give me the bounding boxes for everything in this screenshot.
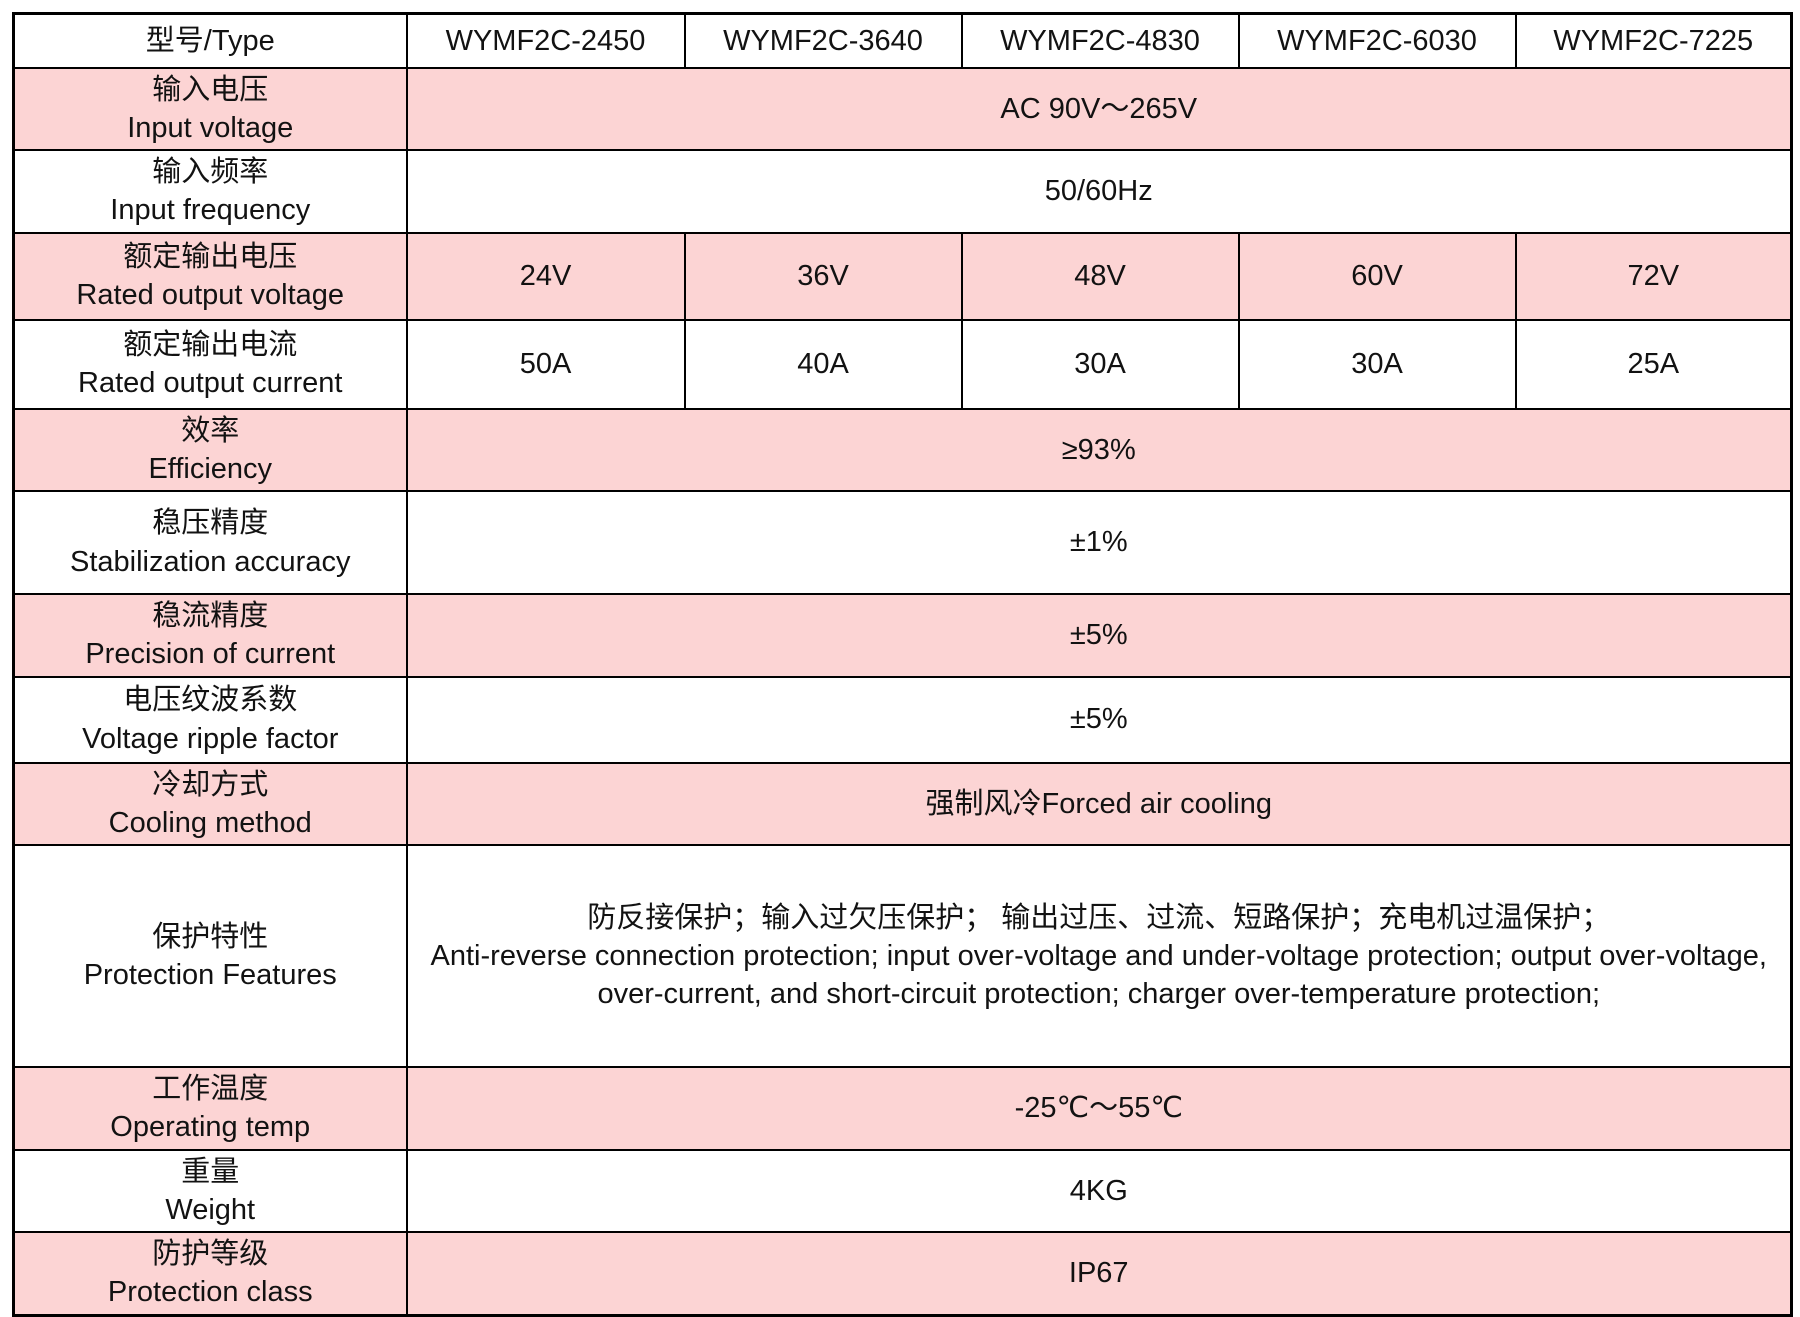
header-model-2450: WYMF2C-2450 [405, 12, 686, 69]
row-label-cn: 重量 [181, 1155, 240, 1188]
cell-output-current-4830: 30A [960, 318, 1240, 410]
table-row-stabilization-accuracy: 稳压精度 Stabilization accuracy ±1% [12, 490, 1793, 596]
row-label-cooling-method: 冷却方式 Cooling method [12, 761, 408, 847]
cell-output-voltage-4830: 48V [960, 231, 1240, 321]
cell-output-voltage-2450: 24V [405, 231, 686, 321]
row-label-cn: 效率 [181, 414, 240, 447]
cell-input-frequency-value: 50/60Hz [405, 149, 1793, 234]
row-label-operating-temp: 工作温度 Operating temp [12, 1066, 408, 1151]
row-label-input-voltage: 输入电压 Input voltage [12, 66, 408, 152]
row-label-en: Rated output voltage [76, 279, 345, 312]
header-type-label: 型号/Type [12, 12, 408, 69]
cell-stabilization-accuracy-value: ±1% [405, 490, 1793, 596]
protection-features-cn: 防反接保护；输入过欠压保护； 输出过压、过流、短路保护；充电机过温保护； [587, 901, 1611, 934]
cell-efficiency-value: ≥93% [405, 407, 1793, 493]
row-label-en: Stabilization accuracy [70, 545, 351, 578]
row-label-cn: 额定输出电流 [123, 328, 298, 361]
cell-weight-value: 4KG [405, 1148, 1793, 1234]
table-row-precision-of-current: 稳流精度 Precision of current ±5% [12, 593, 1793, 678]
cell-output-current-3640: 40A [683, 318, 963, 410]
cell-output-current-6030: 30A [1237, 318, 1517, 410]
row-label-en: Weight [165, 1193, 256, 1226]
table-row-voltage-ripple-factor: 电压纹波系数 Voltage ripple factor ±5% [12, 675, 1793, 764]
table-row-cooling-method: 冷却方式 Cooling method 强制风冷Forced air cooli… [12, 761, 1793, 847]
header-model-4830: WYMF2C-4830 [960, 12, 1240, 69]
row-label-cn: 工作温度 [152, 1073, 269, 1106]
cell-output-voltage-6030: 60V [1237, 231, 1517, 321]
row-label-en: Input voltage [127, 111, 294, 144]
row-label-en: Rated output current [78, 367, 343, 400]
row-label-rated-output-voltage: 额定输出电压 Rated output voltage [12, 231, 408, 321]
row-label-protection-class: 防护等级 Protection class [12, 1231, 408, 1317]
table-row-input-frequency: 输入频率 Input frequency 50/60Hz [12, 149, 1793, 234]
header-model-6030: WYMF2C-6030 [1237, 12, 1517, 69]
row-label-stabilization-accuracy: 稳压精度 Stabilization accuracy [12, 490, 408, 596]
spec-table-container: 型号/Type WYMF2C-2450 WYMF2C-3640 WYMF2C-4… [12, 12, 1793, 1317]
row-label-cn: 保护特性 [152, 920, 269, 953]
table-row-header: 型号/Type WYMF2C-2450 WYMF2C-3640 WYMF2C-4… [12, 12, 1793, 69]
table-row-weight: 重量 Weight 4KG [12, 1148, 1793, 1234]
row-label-rated-output-current: 额定输出电流 Rated output current [12, 318, 408, 410]
header-model-7225: WYMF2C-7225 [1514, 12, 1793, 69]
row-label-cn: 稳压精度 [152, 507, 269, 540]
table-row-protection-features: 保护特性 Protection Features 防反接保护；输入过欠压保护； … [12, 844, 1793, 1069]
cell-output-current-7225: 25A [1514, 318, 1793, 410]
row-label-cn: 额定输出电压 [123, 240, 298, 273]
spec-table: 型号/Type WYMF2C-2450 WYMF2C-3640 WYMF2C-4… [12, 12, 1793, 1317]
cell-cooling-method-value: 强制风冷Forced air cooling [405, 761, 1793, 847]
row-label-en: Protection Features [83, 959, 337, 992]
cell-precision-of-current-value: ±5% [405, 593, 1793, 678]
cell-protection-class-value: IP67 [405, 1231, 1793, 1317]
header-model-3640: WYMF2C-3640 [683, 12, 963, 69]
row-label-cn: 输入电压 [152, 73, 269, 106]
row-label-protection-features: 保护特性 Protection Features [12, 844, 408, 1069]
row-label-cn: 电压纹波系数 [123, 684, 298, 717]
row-label-en: Protection class [107, 1276, 313, 1309]
row-label-en: Operating temp [110, 1111, 311, 1144]
row-label-en: Cooling method [108, 806, 312, 839]
table-row-efficiency: 效率 Efficiency ≥93% [12, 407, 1793, 493]
table-row-input-voltage: 输入电压 Input voltage AC 90V～265V [12, 66, 1793, 152]
table-row-rated-output-voltage: 额定输出电压 Rated output voltage 24V 36V 48V … [12, 231, 1793, 321]
row-label-en: Precision of current [85, 638, 336, 671]
table-row-rated-output-current: 额定输出电流 Rated output current 50A 40A 30A … [12, 318, 1793, 410]
table-row-protection-class: 防护等级 Protection class IP67 [12, 1231, 1793, 1317]
row-label-cn: 输入频率 [152, 156, 269, 189]
cell-voltage-ripple-factor-value: ±5% [405, 675, 1793, 764]
row-label-en: Voltage ripple factor [82, 722, 339, 755]
table-row-operating-temp: 工作温度 Operating temp -25℃～55℃ [12, 1066, 1793, 1151]
cell-output-voltage-7225: 72V [1514, 231, 1793, 321]
row-label-cn: 防护等级 [152, 1238, 269, 1271]
row-label-precision-of-current: 稳流精度 Precision of current [12, 593, 408, 678]
row-label-cn: 稳流精度 [152, 600, 269, 633]
row-label-cn: 冷却方式 [152, 768, 269, 801]
row-label-input-frequency: 输入频率 Input frequency [12, 149, 408, 234]
cell-operating-temp-value: -25℃～55℃ [405, 1066, 1793, 1151]
cell-input-voltage-value: AC 90V～265V [405, 66, 1793, 152]
cell-protection-features-value: 防反接保护；输入过欠压保护； 输出过压、过流、短路保护；充电机过温保护； Ant… [405, 844, 1793, 1069]
row-label-en: Input frequency [110, 194, 311, 227]
protection-features-en: Anti-reverse connection protection; inpu… [430, 940, 1767, 1011]
row-label-en: Efficiency [148, 452, 273, 485]
row-label-efficiency: 效率 Efficiency [12, 407, 408, 493]
cell-output-voltage-3640: 36V [683, 231, 963, 321]
cell-output-current-2450: 50A [405, 318, 686, 410]
row-label-voltage-ripple-factor: 电压纹波系数 Voltage ripple factor [12, 675, 408, 764]
row-label-weight: 重量 Weight [12, 1148, 408, 1234]
